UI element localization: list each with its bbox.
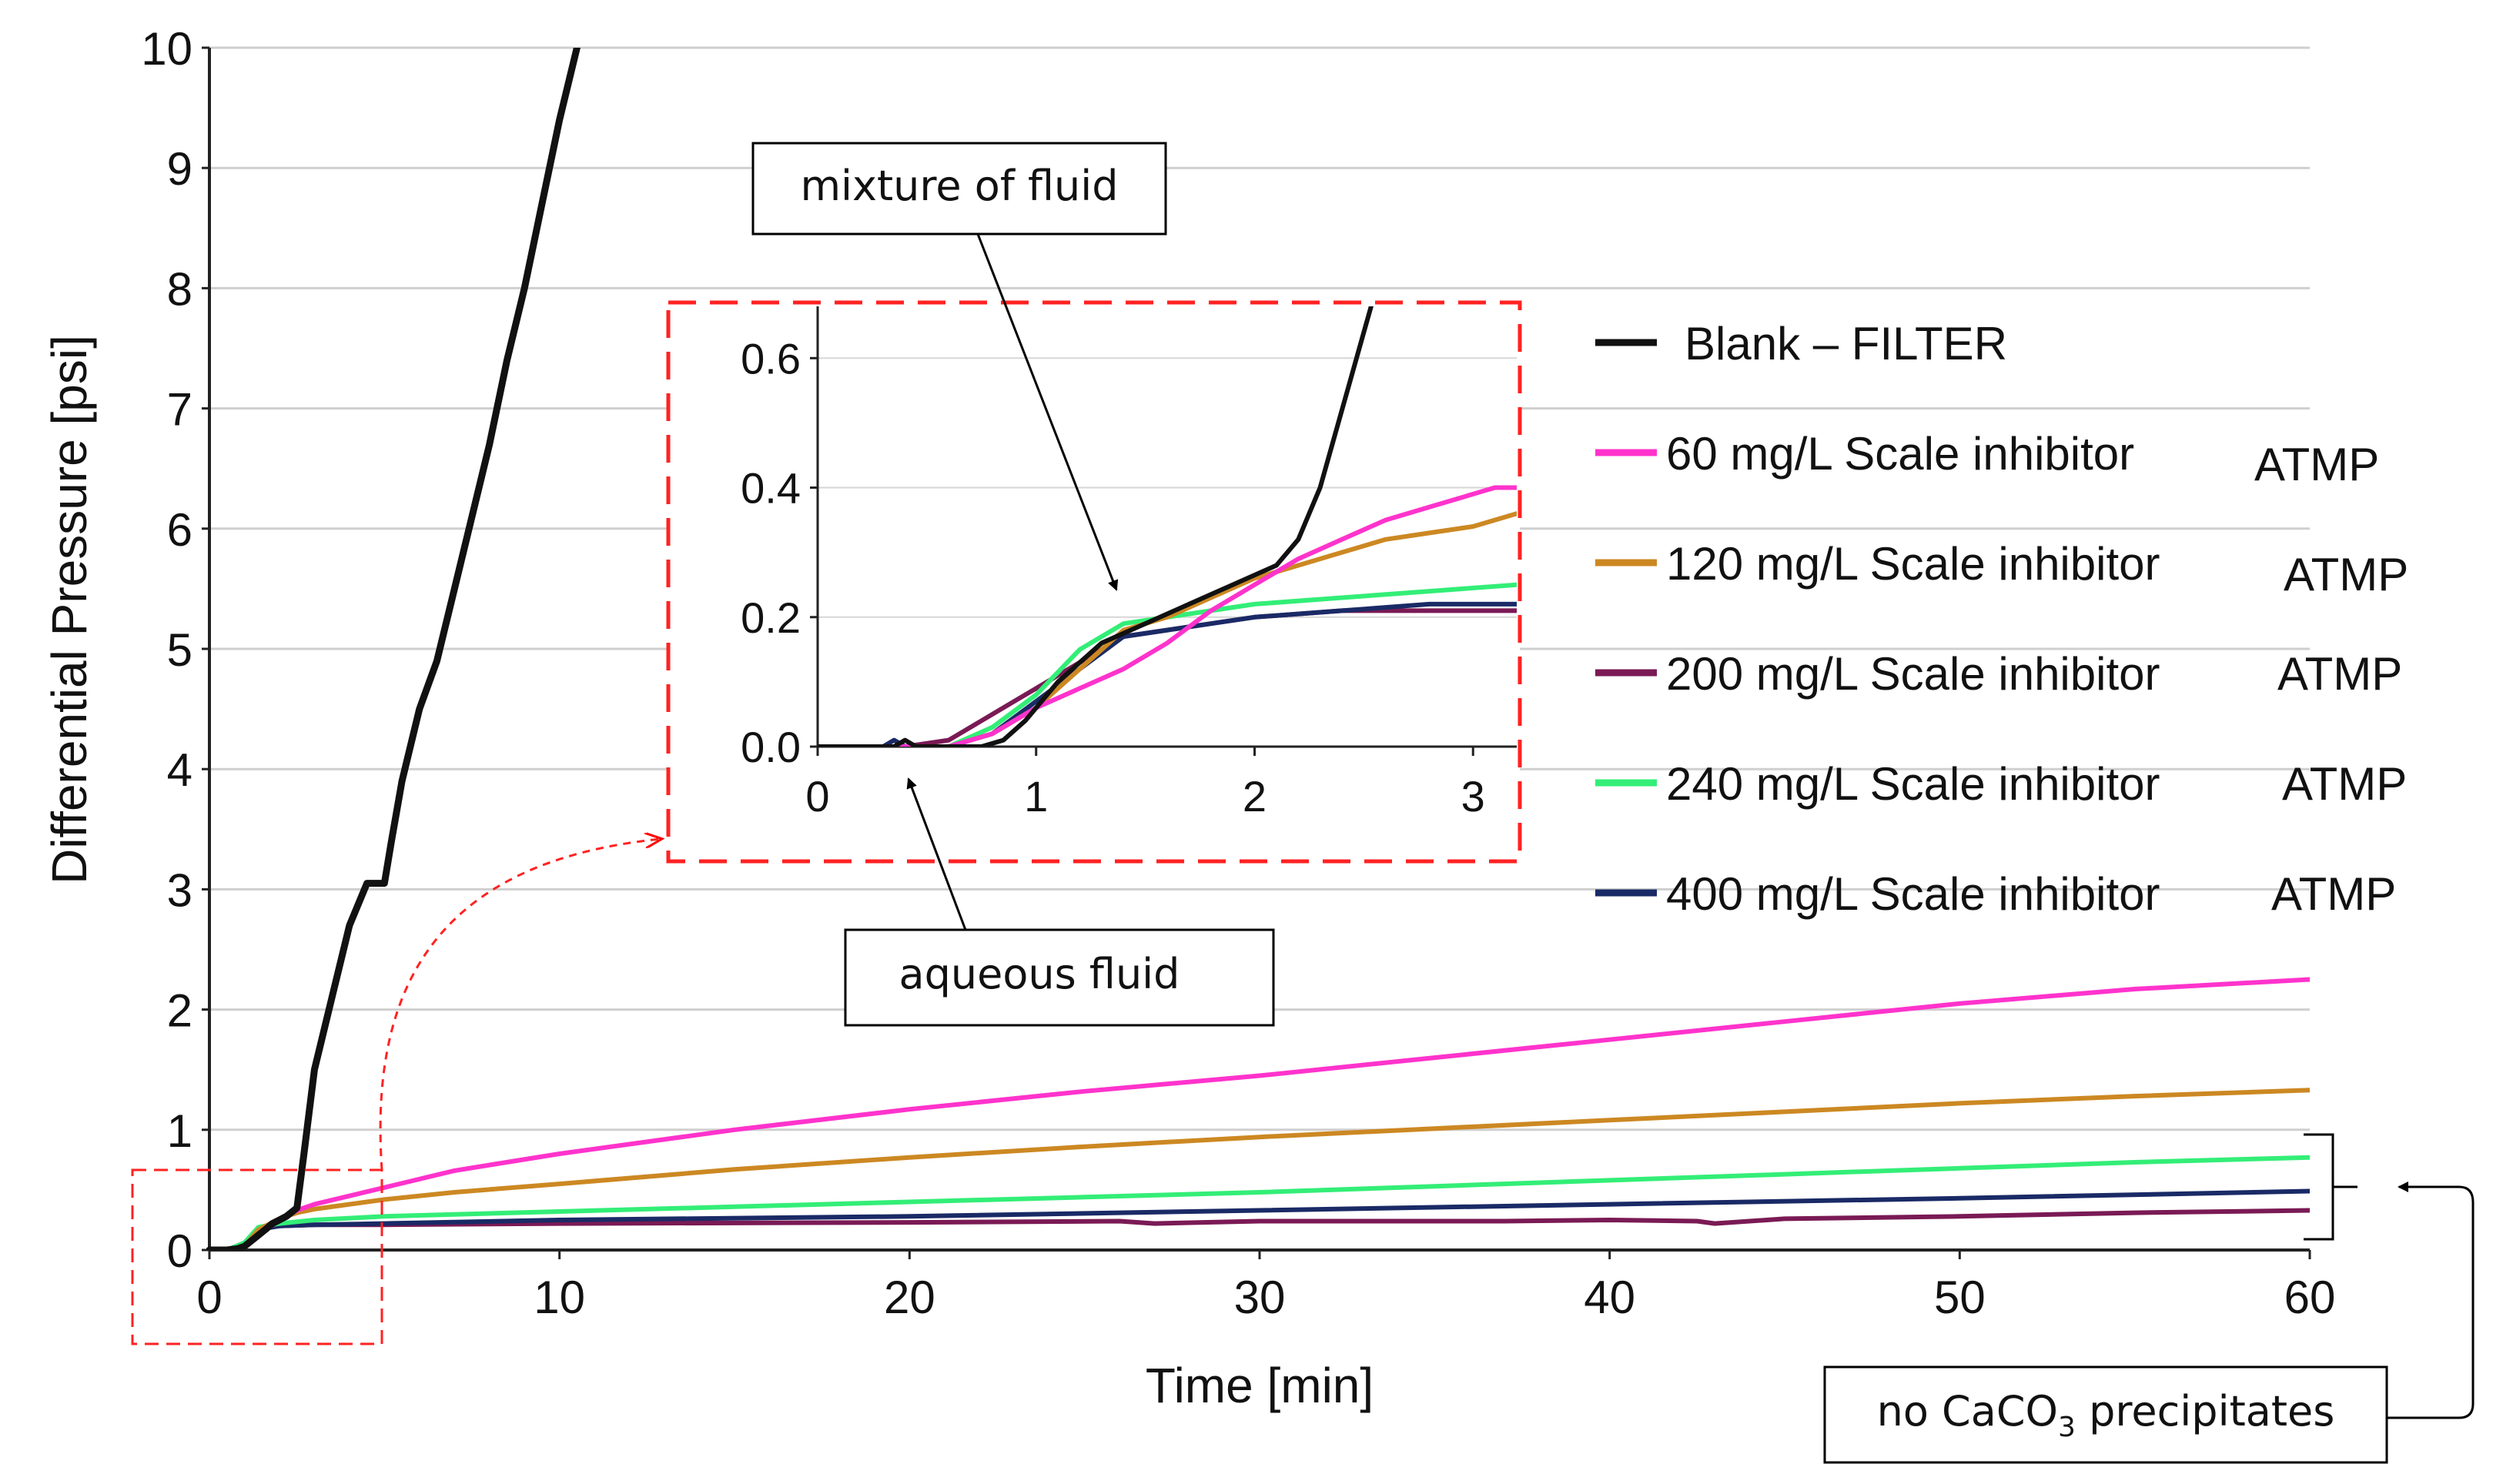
main-y-tick-label: 7	[167, 384, 192, 436]
no-precipitates-prefix: no CaCO	[1877, 1387, 2058, 1436]
aqueous-annotation-arrow	[906, 777, 967, 931]
inset-series-line-4	[818, 582, 1517, 747]
main-y-tick-label: 0	[167, 1225, 192, 1277]
main-y-tick-label: 8	[167, 263, 192, 315]
inset-y-tick-label: 0.0	[741, 723, 801, 771]
mixture-annotation-label: mixture of fluid	[800, 162, 1118, 210]
main-series-line-0	[206, 48, 581, 1250]
mixture-annotation-box	[751, 142, 1167, 236]
main-y-tick-label: 10	[141, 23, 192, 75]
y-axis-label: Differential Pressure [psi]	[42, 335, 97, 884]
inset-y-tick-label: 0.4	[741, 464, 801, 513]
main-series-line-3	[207, 1208, 2310, 1250]
legend-label-4: 240 mg/L Scale inhibitor	[1666, 758, 2160, 810]
inset-y-tick-label: 0.2	[741, 593, 801, 642]
main-series-group	[206, 48, 2310, 1250]
legend-label-2: 120 mg/L Scale inhibitor	[1666, 538, 2160, 590]
no-precipitates-connector	[2387, 1182, 2475, 1419]
legend-suffix-3: ATMP	[2277, 648, 2402, 700]
legend-suffix-5: ATMP	[2271, 868, 2396, 920]
main-x-tick-label: 10	[534, 1272, 585, 1323]
main-y-tick-label: 4	[167, 744, 192, 796]
main-x-tick-label: 30	[1234, 1272, 1286, 1323]
legend-suffix-1: ATMP	[2254, 439, 2379, 490]
low-dose-bracket	[2304, 1133, 2357, 1241]
main-x-tick-label: 60	[2284, 1272, 2336, 1323]
main-y-tick-label: 9	[167, 143, 192, 195]
main-x-tick-label: 0	[196, 1272, 222, 1323]
main-y-tick-label: 3	[167, 864, 192, 916]
main-x-tick-label: 50	[1934, 1272, 1986, 1323]
zoom-connector-arrow	[379, 839, 661, 1171]
main-x-tick-label: 40	[1584, 1272, 1635, 1323]
legend-label-5: 400 mg/L Scale inhibitor	[1666, 868, 2160, 920]
mixture-annotation-arrow	[976, 233, 1119, 591]
main-y-tick-label: 1	[167, 1105, 192, 1157]
inset-x-tick-label: 2	[1243, 772, 1267, 821]
inset-x-tick-label: 3	[1461, 772, 1485, 821]
no-precipitates-subscript: 3	[2058, 1412, 2076, 1443]
inset-y-tick-label: 0.6	[741, 334, 801, 383]
legend: Blank – FILTER 60 mg/L Scale inhibitor ATM…	[1595, 318, 2408, 920]
main-x-tick-label: 20	[884, 1272, 935, 1323]
legend-label-0: Blank – FILTER	[1685, 318, 2007, 369]
no-precipitates-label: no CaCO3 precipitates	[1877, 1387, 2335, 1443]
inset-x-tick-label: 1	[1024, 772, 1048, 821]
zoom-region-box	[131, 1168, 383, 1345]
inset-series-line-0	[818, 306, 1374, 747]
no-precipitates-box	[1823, 1365, 2388, 1464]
inset-series-line-1	[818, 485, 1517, 747]
x-axis-label: Time [min]	[1146, 1358, 1374, 1413]
legend-suffix-2: ATMP	[2284, 549, 2408, 600]
legend-label-1: 60 mg/L Scale inhibitor	[1666, 428, 2134, 480]
inset-axes: 0.0 0.2 0.4 0.6 0 1 2 3	[741, 306, 1517, 821]
main-y-tick-label: 5	[167, 624, 192, 676]
inset-x-tick-label: 0	[805, 772, 829, 821]
main-y-tick-label: 2	[167, 985, 192, 1037]
aqueous-annotation-label: aqueous fluid	[899, 950, 1180, 998]
legend-label-3: 200 mg/L Scale inhibitor	[1666, 648, 2160, 700]
legend-suffix-4: ATMP	[2282, 758, 2407, 810]
inset-series-group	[818, 306, 1517, 747]
main-y-tick-label: 6	[167, 504, 192, 556]
no-precipitates-suffix: precipitates	[2076, 1387, 2334, 1436]
main-series-line-4	[207, 1155, 2310, 1250]
aqueous-annotation-box	[844, 928, 1275, 1027]
inset-frame	[666, 300, 1522, 864]
